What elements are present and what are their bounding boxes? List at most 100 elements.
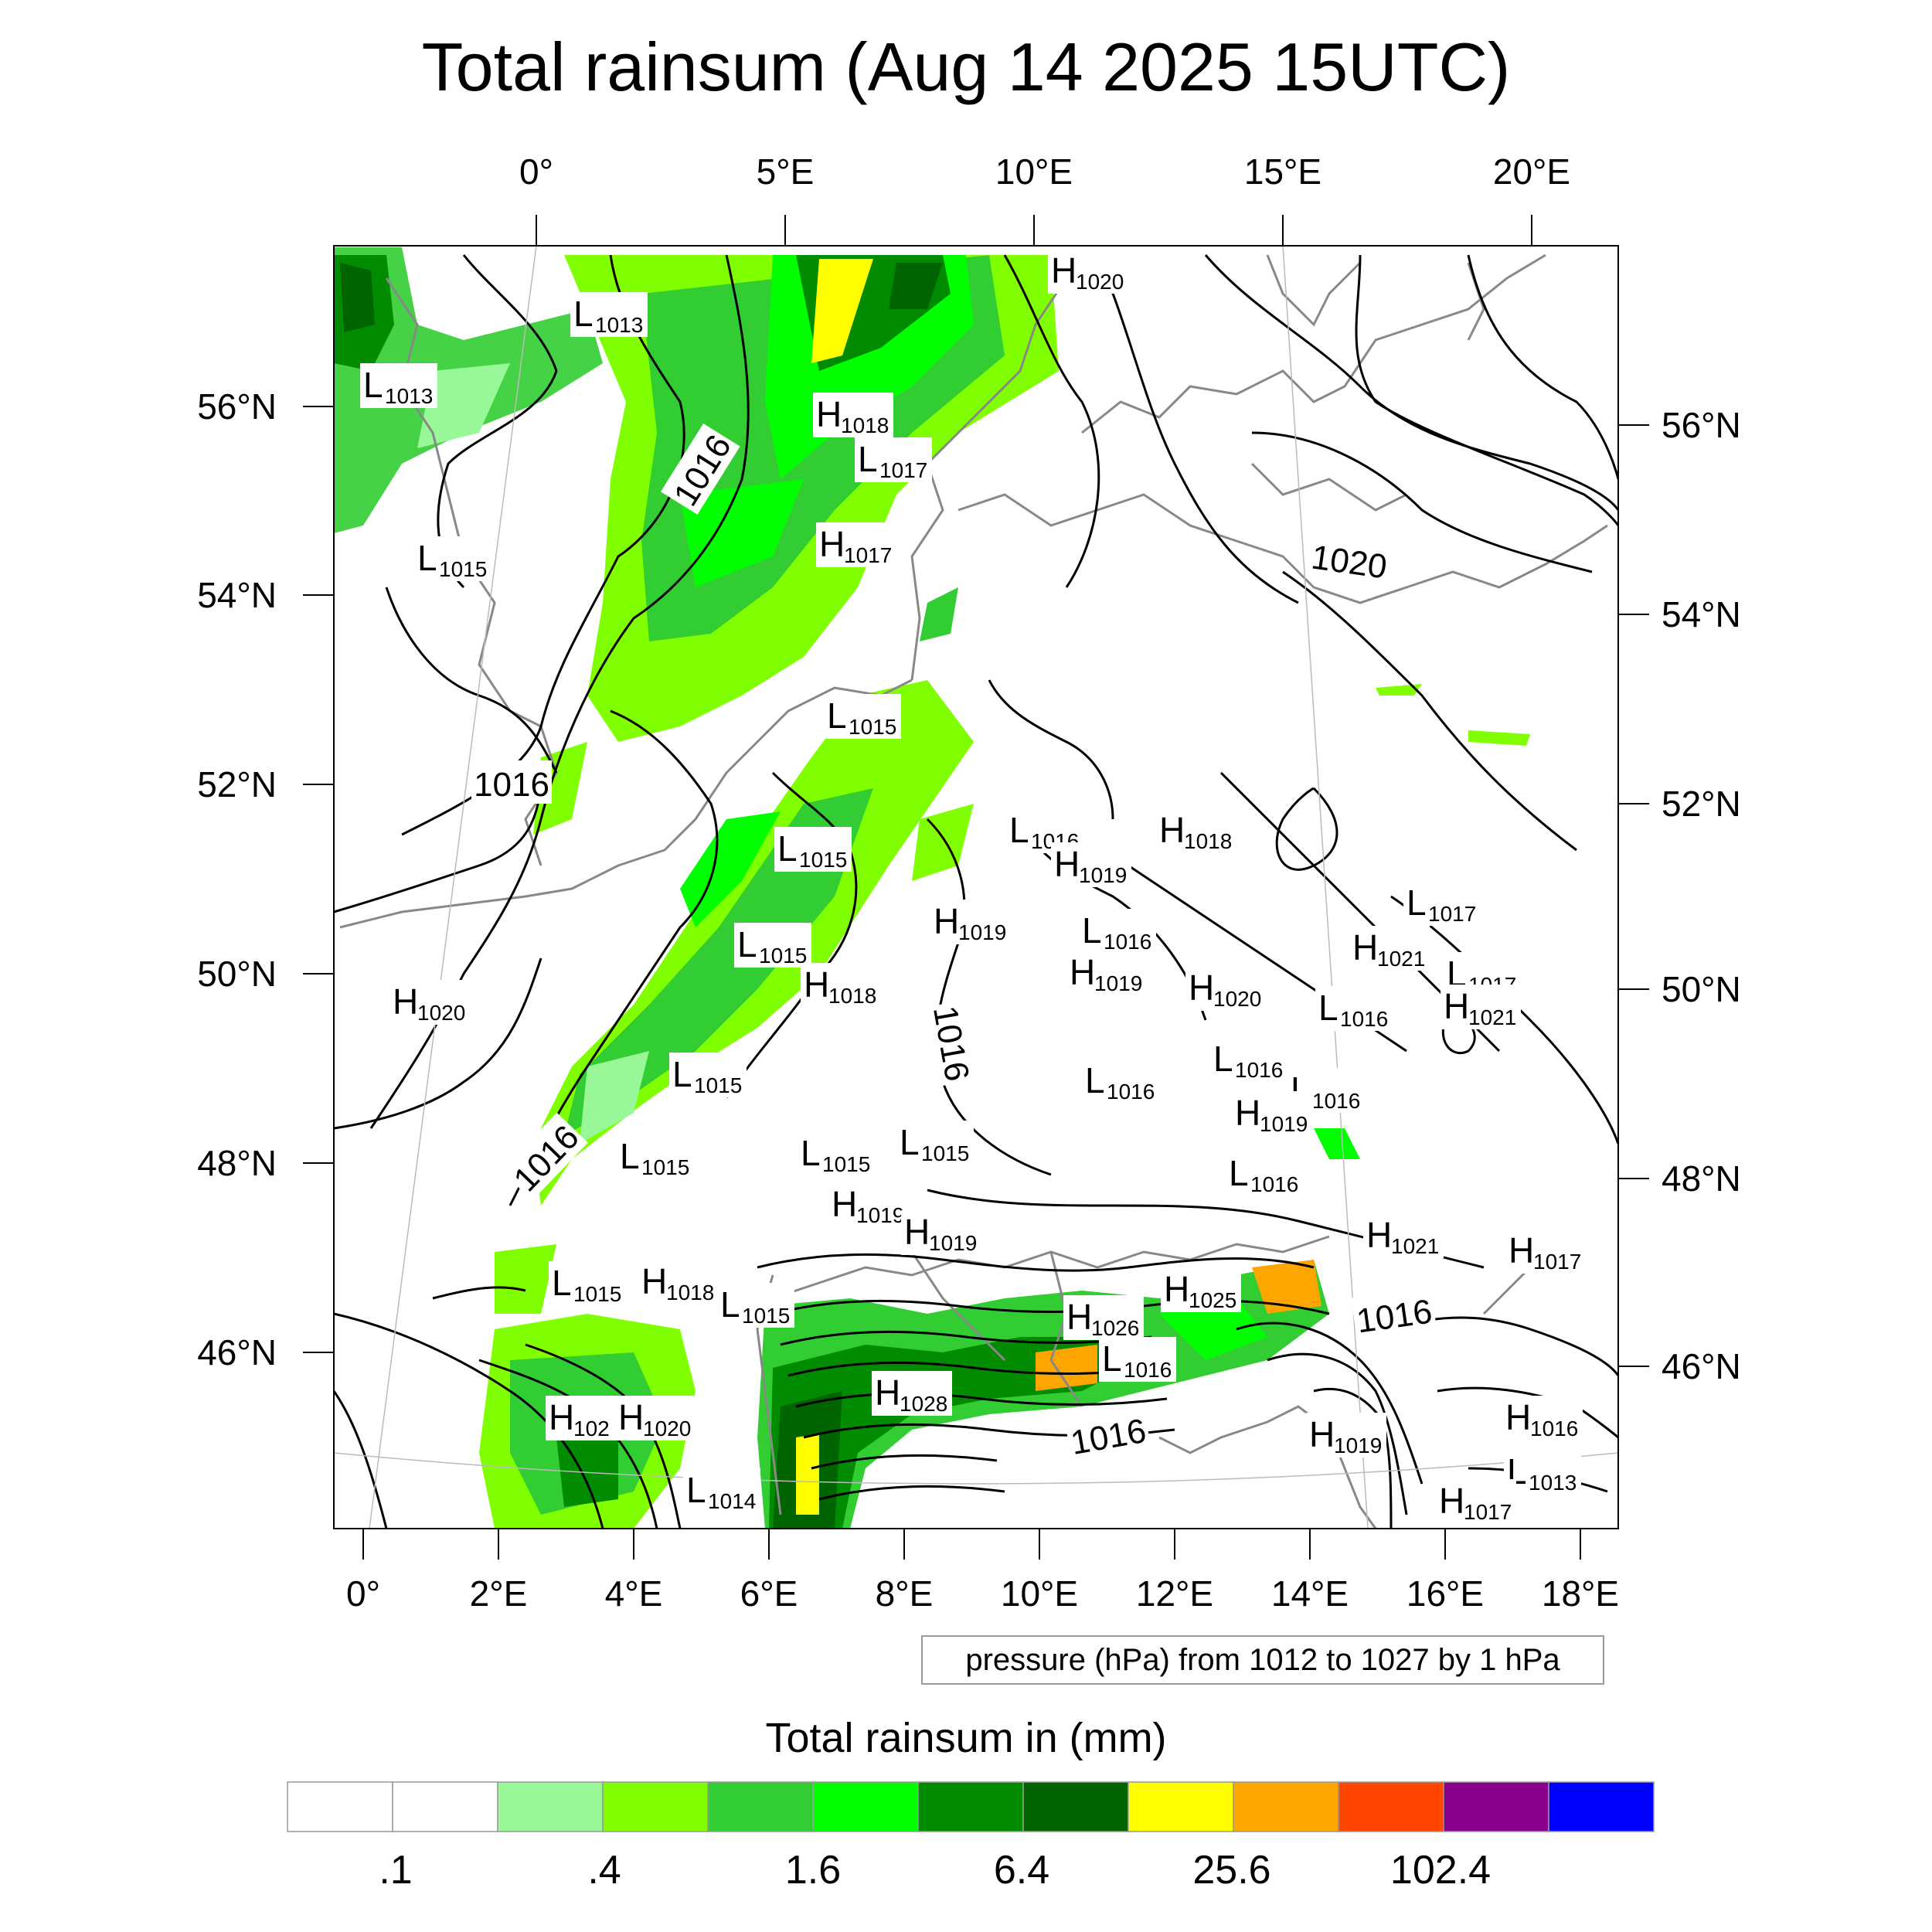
tick-label: 52°N bbox=[197, 764, 277, 804]
isobar-labels: 1016 1016 1016 1016 1016 1016 1020 bbox=[471, 423, 1437, 1463]
pressure-center-value: 1018 bbox=[1184, 829, 1232, 853]
pressure-center-value: 1015 bbox=[742, 1304, 790, 1328]
pressure-center-value: 1016 bbox=[1124, 1358, 1172, 1382]
tick-label: 4°E bbox=[605, 1573, 663, 1614]
pressure-center-letter: L bbox=[1213, 1039, 1233, 1079]
pressure-center-value: 1016 bbox=[1530, 1417, 1578, 1440]
pressure-center-value: 1017 bbox=[844, 543, 892, 567]
pressure-center-letter: L bbox=[827, 696, 847, 736]
pressure-center-letter: H bbox=[1235, 1093, 1260, 1133]
colorbar-swatch bbox=[392, 1781, 498, 1832]
pressure-center-value: 102 bbox=[573, 1417, 610, 1440]
pressure-center-letter: H bbox=[904, 1212, 930, 1252]
pressure-center-value: 1025 bbox=[1189, 1288, 1236, 1312]
pressure-center-letter: H bbox=[1366, 1215, 1392, 1255]
pressure-center-letter: L bbox=[858, 439, 878, 479]
pressure-center-value: 1014 bbox=[708, 1489, 756, 1513]
tick-label: 20°E bbox=[1493, 151, 1570, 192]
pressure-center-value: 1017 bbox=[1428, 902, 1476, 926]
pressure-center-letter: H bbox=[1439, 1481, 1464, 1521]
tick-label: 12°E bbox=[1136, 1573, 1213, 1614]
pressure-center-value: 1019 bbox=[929, 1231, 977, 1255]
pressure-center-letter: H bbox=[875, 1372, 900, 1413]
pressure-center-value: 1016 bbox=[1340, 1007, 1388, 1031]
colorbar-label: .4 bbox=[587, 1848, 621, 1893]
pressure-center-letter: L bbox=[720, 1284, 740, 1325]
pressure-center-value: 1021 bbox=[1391, 1234, 1439, 1258]
pressure-center-letter: H bbox=[816, 394, 842, 434]
pressure-center-letter: L bbox=[686, 1470, 706, 1510]
pressure-center-value: 1013 bbox=[1529, 1471, 1577, 1495]
pressure-center-value: 1026 bbox=[1091, 1316, 1139, 1340]
tick-label: 14°E bbox=[1271, 1573, 1349, 1614]
pressure-center-value: 1020 bbox=[643, 1417, 691, 1440]
pressure-center-value: 1015 bbox=[849, 715, 896, 739]
pressure-center-letter: L bbox=[620, 1136, 640, 1176]
tick-label: 18°E bbox=[1542, 1573, 1619, 1614]
pressure-center-value: 1021 bbox=[1468, 1005, 1516, 1029]
tick-label: 10°E bbox=[1001, 1573, 1078, 1614]
tick-label: 5°E bbox=[757, 151, 815, 192]
plot-frame bbox=[333, 245, 1619, 1529]
pressure-center-value: 1020 bbox=[1213, 987, 1261, 1011]
tick-label: 50°N bbox=[1662, 969, 1741, 1009]
pressure-center-letter: H bbox=[1509, 1230, 1534, 1270]
colorbar-swatch bbox=[602, 1781, 709, 1832]
tick-label: 15°E bbox=[1244, 151, 1321, 192]
pressure-center-letter: L bbox=[737, 924, 757, 964]
pressure-center-value: 1018 bbox=[828, 984, 876, 1008]
pressure-center-value: 1019 bbox=[958, 920, 1006, 944]
pressure-center-value: 1021 bbox=[1377, 947, 1425, 971]
right-axis-labels: 56°N 54°N 52°N 50°N 48°N 46°N bbox=[1662, 405, 1741, 1386]
tick-label: 48°N bbox=[197, 1143, 277, 1183]
isobar-label: 1016 bbox=[474, 766, 549, 804]
tick-label: 0° bbox=[519, 151, 553, 192]
colorbar-swatch bbox=[287, 1781, 393, 1832]
pressure-center-value: 1015 bbox=[822, 1152, 870, 1176]
colorbar-title: Total rainsum in (mm) bbox=[765, 1715, 1167, 1761]
pressure-center-letter: L bbox=[900, 1122, 920, 1162]
colorbar-label: .1 bbox=[379, 1848, 413, 1893]
pressure-center-value: 1016 bbox=[1235, 1058, 1283, 1082]
colorbar bbox=[287, 1781, 1655, 1832]
pressure-center-letter: L bbox=[801, 1133, 821, 1173]
tick-label: 56°N bbox=[1662, 405, 1741, 445]
tick-label: 50°N bbox=[197, 954, 277, 994]
pressure-center-value: 1019 bbox=[1094, 971, 1142, 995]
pressure-center-value: 1019 bbox=[1334, 1434, 1382, 1458]
pressure-center-value: 1015 bbox=[439, 557, 487, 581]
pressure-center-value: 1015 bbox=[921, 1141, 969, 1165]
pressure-center-letter: L bbox=[363, 365, 383, 405]
pressure-center-value: 1013 bbox=[385, 384, 433, 408]
pressure-center-letter: L bbox=[1082, 910, 1102, 951]
colorbar-labels: .1 .4 1.6 6.4 25.6 102.4 bbox=[0, 1847, 1932, 1901]
colorbar-swatch bbox=[1128, 1781, 1234, 1832]
pressure-center-value: 1016 bbox=[1250, 1172, 1298, 1196]
tick-label: 54°N bbox=[197, 575, 277, 615]
pressure-center-letter: H bbox=[1070, 952, 1095, 992]
pressure-center-letter: L bbox=[672, 1054, 692, 1094]
colorbar-swatch bbox=[1233, 1781, 1339, 1832]
pressure-center-letter: L bbox=[1009, 810, 1029, 850]
pressure-center-value: 1019 bbox=[1260, 1112, 1308, 1136]
pressure-center-letter: H bbox=[1444, 986, 1469, 1026]
map-title: Total rainsum (Aug 14 2025 15UTC) bbox=[421, 29, 1511, 105]
pressure-center-value: 1019 bbox=[1079, 863, 1127, 887]
pressure-center-letter: L bbox=[417, 538, 437, 578]
pressure-center-value: 1015 bbox=[573, 1282, 621, 1306]
pressure-center-letter: L bbox=[777, 828, 798, 869]
pressure-center-value: 1020 bbox=[417, 1001, 465, 1025]
pressure-center-value: 1028 bbox=[900, 1392, 947, 1416]
top-axis-labels: 0° 5°E 10°E 15°E 20°E bbox=[519, 151, 1570, 192]
pressure-center-value: 1018 bbox=[841, 413, 889, 437]
pressure-center-letter: L bbox=[1102, 1338, 1122, 1379]
pressure-center-letter: H bbox=[934, 901, 959, 941]
left-axis-labels: 56°N 54°N 52°N 50°N 48°N 46°N bbox=[197, 386, 277, 1372]
colorbar-label: 102.4 bbox=[1389, 1848, 1492, 1893]
pressure-center-value: 1016 bbox=[1312, 1089, 1360, 1113]
tick-label: 54°N bbox=[1662, 594, 1741, 634]
tick-label: 2°E bbox=[470, 1573, 528, 1614]
pressure-center-value: 1017 bbox=[1533, 1250, 1581, 1274]
